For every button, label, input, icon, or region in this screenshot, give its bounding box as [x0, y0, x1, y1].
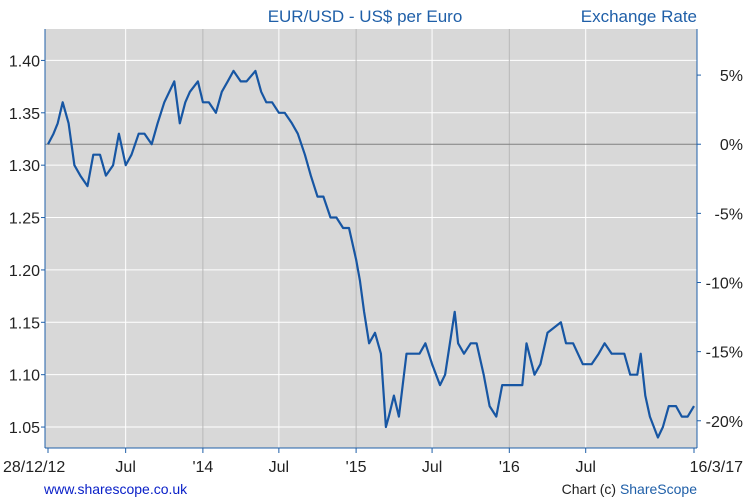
y-left-tick-label-2: 1.30 [9, 158, 40, 175]
x-tick-label-4: '15 [346, 459, 367, 476]
y-left-tick-label-7: 1.05 [9, 420, 40, 437]
x-tick-label-5: Jul [422, 459, 442, 476]
y-axis-right-ticks: 5% 0% -5% -10% -15% -20% [697, 68, 743, 431]
footer-brand: ShareScope [620, 481, 697, 497]
y-right-tick-label-2: -5% [715, 206, 743, 223]
chart-right-title: Exchange Rate [581, 7, 697, 26]
plot-background [45, 29, 697, 448]
x-axis-ticks: 28/12/12 Jul '14 Jul '15 Jul '16 Jul 16/3/17 [3, 448, 743, 476]
x-tick-label-7: Jul [575, 459, 595, 476]
chart-title: EUR/USD - US$ per Euro [268, 7, 463, 26]
y-right-tick-label-1: 0% [720, 137, 743, 154]
footer-site-link[interactable]: www.sharescope.co.uk [43, 481, 188, 497]
x-tick-label-2: '14 [192, 459, 213, 476]
y-right-tick-label-3: -10% [706, 275, 743, 292]
y-left-tick-label-6: 1.10 [9, 368, 40, 385]
y-left-tick-label-0: 1.40 [9, 53, 40, 70]
x-tick-label-6: '16 [499, 459, 520, 476]
gridlines [45, 29, 697, 448]
y-right-tick-label-5: -20% [706, 414, 743, 431]
x-tick-label-8: 16/3/17 [690, 459, 743, 476]
y-left-tick-label-3: 1.25 [9, 211, 40, 228]
y-left-tick-label-1: 1.35 [9, 106, 40, 123]
x-tick-label-1: Jul [115, 459, 135, 476]
y-right-tick-label-0: 5% [720, 68, 743, 85]
x-tick-label-0: 28/12/12 [3, 459, 65, 476]
x-tick-label-3: Jul [269, 459, 289, 476]
series-line [47, 69, 695, 439]
y-axis-left-ticks: 1.40 1.35 1.30 1.25 1.20 1.15 1.10 1.05 [9, 53, 45, 437]
y-left-tick-label-4: 1.20 [9, 263, 40, 280]
footer-copyright-prefix: Chart (c) [562, 481, 620, 497]
y-right-tick-label-4: -15% [706, 345, 743, 362]
footer-copyright: Chart (c) ShareScope [562, 481, 698, 497]
y-left-tick-label-5: 1.15 [9, 315, 40, 332]
